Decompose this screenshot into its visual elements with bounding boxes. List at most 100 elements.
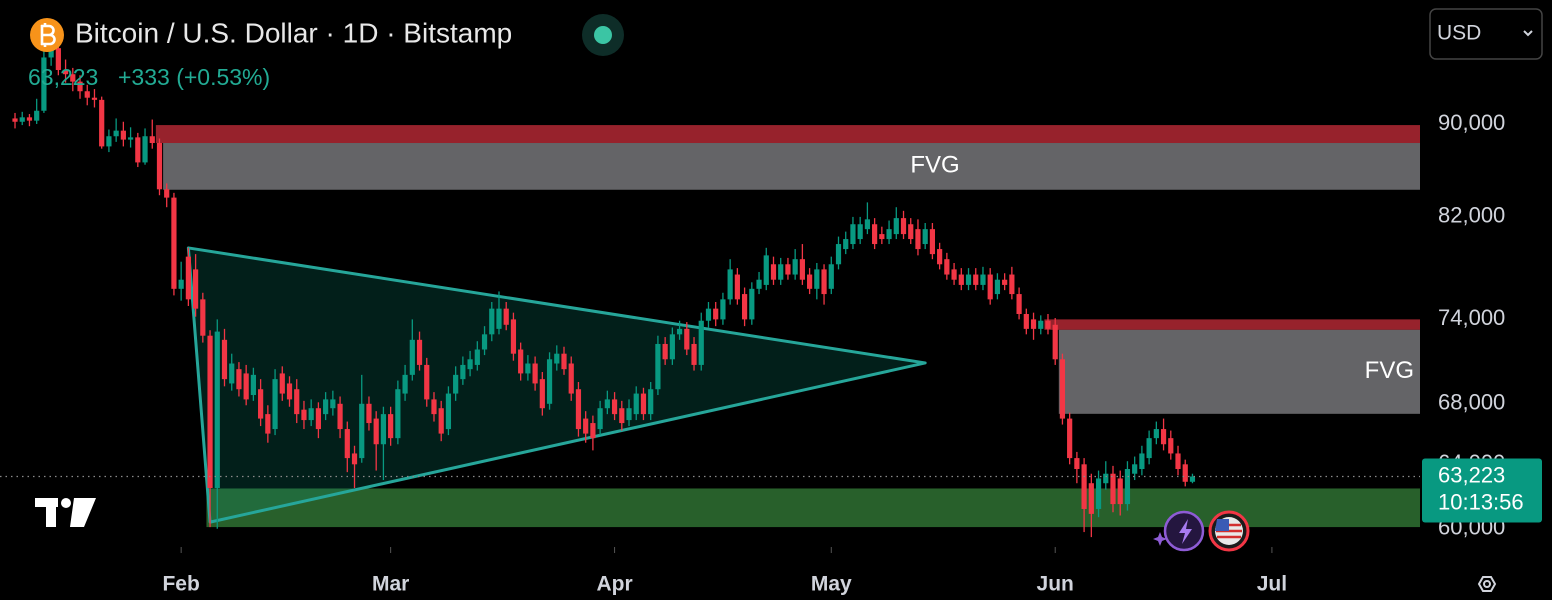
candle-body [84, 91, 90, 98]
zone-label: FVG [1365, 357, 1414, 384]
candle-body [994, 279, 1001, 295]
candle-body [409, 339, 415, 375]
candle-body [980, 274, 986, 285]
candle-body [207, 335, 213, 488]
candle-body [583, 418, 589, 434]
candle-body [1175, 453, 1181, 470]
x-tick-label: May [811, 573, 852, 596]
candle-body [915, 229, 921, 250]
x-tick-label: Feb [162, 573, 199, 596]
candle-body [1016, 294, 1022, 314]
candle-body [1059, 359, 1066, 419]
candle-body [691, 343, 697, 365]
candle-body [164, 189, 170, 198]
candle-body [879, 234, 885, 240]
candle-body [344, 429, 350, 459]
logo-part [46, 498, 56, 527]
candle-body [351, 453, 358, 465]
candle-body [1081, 464, 1087, 509]
candle-body [1038, 320, 1044, 329]
candle-body [1095, 478, 1102, 509]
candle-body [185, 256, 191, 300]
settings-icon[interactable] [1477, 576, 1497, 592]
candle-body [474, 349, 480, 365]
currency-select[interactable] [1429, 8, 1543, 60]
candle-body [756, 279, 762, 289]
candle-body [937, 249, 943, 265]
candle-body [330, 399, 336, 409]
candle-body [229, 363, 235, 384]
candle-body [778, 264, 784, 280]
candle-body [142, 136, 148, 163]
candle-body [453, 374, 459, 394]
candle-body [640, 393, 647, 415]
settings-icon-center [1483, 580, 1491, 588]
candle-body [763, 255, 769, 285]
candle-body [626, 408, 632, 421]
zone [155, 125, 1420, 144]
candle-body [308, 408, 314, 421]
bolt [1179, 519, 1192, 544]
chevron[interactable] [1523, 30, 1533, 37]
candle-body [106, 136, 112, 147]
candle-body [727, 269, 733, 300]
candle-body [525, 363, 531, 374]
candle-body [41, 57, 47, 111]
candle-body [611, 399, 618, 415]
price-badge [1422, 458, 1542, 523]
candle-body [987, 274, 993, 300]
candle-body [850, 224, 856, 245]
zone [1058, 329, 1420, 414]
candle-body [1146, 438, 1152, 459]
candle-body [12, 118, 18, 122]
candle-body [828, 264, 834, 289]
candle-body [388, 414, 394, 439]
candle-body [149, 136, 155, 144]
candle-body [272, 379, 278, 430]
x-tick-label: Mar [372, 573, 409, 596]
candle-body [575, 389, 582, 430]
candle-body [604, 399, 610, 409]
candle-body [597, 408, 603, 430]
candle-body [807, 274, 813, 289]
candle-body [214, 331, 220, 488]
candle-body [135, 137, 141, 163]
candle-body [380, 414, 387, 445]
candle-body [243, 373, 249, 400]
triangle-pattern [186, 246, 927, 524]
candle-body [55, 48, 61, 70]
symbol-title: Bitcoin / U.S. Dollar · 1D · Bitstamp [75, 17, 512, 48]
candle-body [684, 328, 690, 350]
candle-body [1103, 473, 1109, 484]
logo-part [61, 498, 71, 508]
candle-body [467, 359, 473, 370]
candle-body [886, 229, 892, 240]
candle-body [792, 259, 798, 275]
y-tick-label: 82,000 [1438, 203, 1505, 228]
zone [163, 143, 1421, 190]
candle-body [438, 408, 444, 434]
currency-label[interactable]: USD [1437, 22, 1481, 45]
candle-body [489, 308, 495, 335]
tv-logo [35, 498, 96, 527]
candle-body [900, 218, 907, 235]
last-price: 63,223 [28, 64, 98, 90]
candle-body [532, 363, 538, 384]
candle-body [258, 389, 264, 419]
candle-body [1067, 418, 1073, 459]
candle-body [705, 308, 712, 321]
candle-body [395, 389, 401, 439]
candle-body [814, 269, 820, 289]
candle-body [359, 403, 365, 459]
candle-body [1160, 429, 1167, 445]
candle-body [1168, 438, 1174, 454]
x-tick-label: Jul [1257, 573, 1287, 596]
candle-body [799, 259, 805, 280]
candle-body [770, 264, 777, 280]
candle-body [944, 259, 950, 275]
candle-body [835, 244, 842, 265]
candle-body [1189, 476, 1196, 482]
price-change: +333 (+0.53%) [118, 64, 270, 90]
candle-body [337, 403, 343, 430]
